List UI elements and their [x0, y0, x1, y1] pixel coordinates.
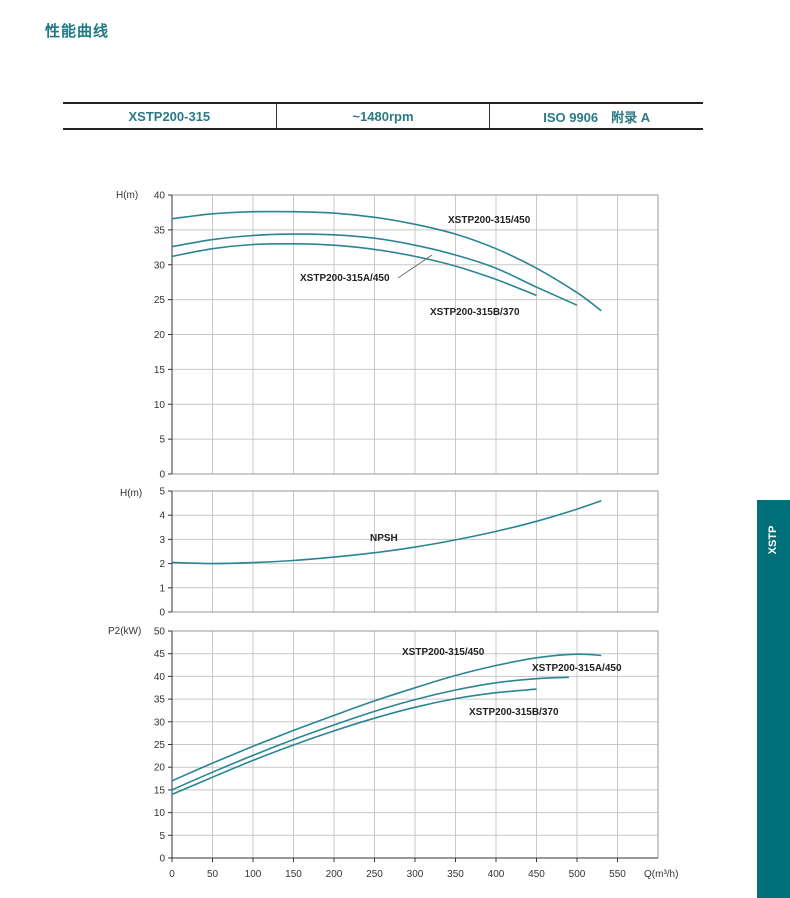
- y-tick-label: 2: [159, 559, 165, 570]
- curve-npsh: [171, 499, 602, 565]
- y-tick-label: 35: [154, 225, 166, 236]
- curve-xstp200-315-450: [171, 210, 602, 312]
- x-tick-label: 450: [528, 869, 545, 880]
- spec-table: XSTP200-315 ~1480rpm ISO 9906 附录 A: [63, 102, 703, 130]
- y-tick-label: 0: [159, 470, 165, 481]
- y-tick-label: 45: [154, 649, 166, 660]
- curve-xstp200-315b-370: [171, 688, 537, 796]
- series-label: XSTP200-315B/370: [469, 707, 559, 718]
- y-tick-label: 3: [159, 535, 165, 546]
- y-tick-label: 15: [154, 365, 166, 376]
- y-tick-label: 0: [159, 608, 165, 619]
- y-axis-title: H(m): [120, 488, 142, 499]
- series-label: XSTP200-315A/450: [300, 273, 390, 284]
- spec-model: XSTP200-315: [63, 104, 277, 128]
- y-tick-label: 10: [154, 400, 166, 411]
- y-tick-label: 35: [154, 695, 166, 706]
- y-tick-label: 15: [154, 785, 166, 796]
- y-tick-label: 25: [154, 740, 166, 751]
- chart-panel-3: 0 5 10 15 20 25 30 35 40 45 50 P2(kW) 0 50 100 150 200 25…: [108, 626, 678, 880]
- y-axis-title: P2(kW): [108, 626, 141, 637]
- y-tick-label: 50: [154, 627, 166, 638]
- series-label: XSTP200-315B/370: [430, 307, 520, 318]
- y-tick-label: 20: [154, 763, 166, 774]
- y-tick-label: 5: [159, 487, 165, 498]
- curve-xstp200-315b-370: [171, 242, 537, 297]
- x-tick-label: 400: [488, 869, 505, 880]
- x-tick-label: 0: [169, 869, 175, 880]
- side-tab[interactable]: XSTP: [757, 500, 790, 898]
- y-axis-title: H(m): [116, 190, 138, 201]
- x-tick-label: 100: [245, 869, 262, 880]
- y-tick-label: 0: [159, 854, 165, 865]
- y-tick-label: 10: [154, 808, 166, 819]
- y-tick-label: 40: [154, 672, 166, 683]
- page-title: 性能曲线: [45, 23, 110, 40]
- y-tick-label: 20: [154, 330, 166, 341]
- y-tick-label: 40: [154, 191, 166, 202]
- y-tick-label: 30: [154, 260, 166, 271]
- y-tick-label: 25: [154, 295, 166, 306]
- y-tick-label: 30: [154, 717, 166, 728]
- series-label: NPSH: [370, 533, 398, 544]
- label-leader-line: [397, 254, 433, 279]
- spec-speed: ~1480rpm: [277, 104, 491, 128]
- x-axis-title: Q(m³/h): [644, 869, 678, 880]
- x-tick-label: 150: [285, 869, 302, 880]
- y-tick-label: 5: [159, 435, 165, 446]
- spec-standard: ISO 9906 附录 A: [543, 109, 651, 125]
- x-tick-label: 50: [207, 869, 219, 880]
- y-tick-label: 1: [159, 583, 165, 594]
- series-label: XSTP200-315A/450: [532, 663, 622, 674]
- chart-panel-2: 0 1 2 3 4 5 H(m) NPSH: [120, 487, 659, 619]
- x-tick-label: 250: [366, 869, 383, 880]
- series-label: XSTP200-315/450: [402, 647, 485, 658]
- x-tick-label: 350: [447, 869, 464, 880]
- x-tick-label: 550: [609, 869, 626, 880]
- y-tick-label: 4: [159, 511, 165, 522]
- curve-xstp200-315a-450: [171, 233, 578, 306]
- curve-xstp200-315a-450: [171, 676, 569, 791]
- x-tick-label: 300: [407, 869, 424, 880]
- curve-xstp200-315-450: [171, 653, 602, 782]
- series-label: XSTP200-315/450: [448, 215, 531, 226]
- x-tick-label: 200: [326, 869, 343, 880]
- y-tick-label: 5: [159, 831, 165, 842]
- chart-panel-1: 0 5 10 15 20 25 30 35 40 H(m) XSTP200-315/450 XSTP2…: [116, 190, 659, 481]
- x-tick-label: 500: [569, 869, 586, 880]
